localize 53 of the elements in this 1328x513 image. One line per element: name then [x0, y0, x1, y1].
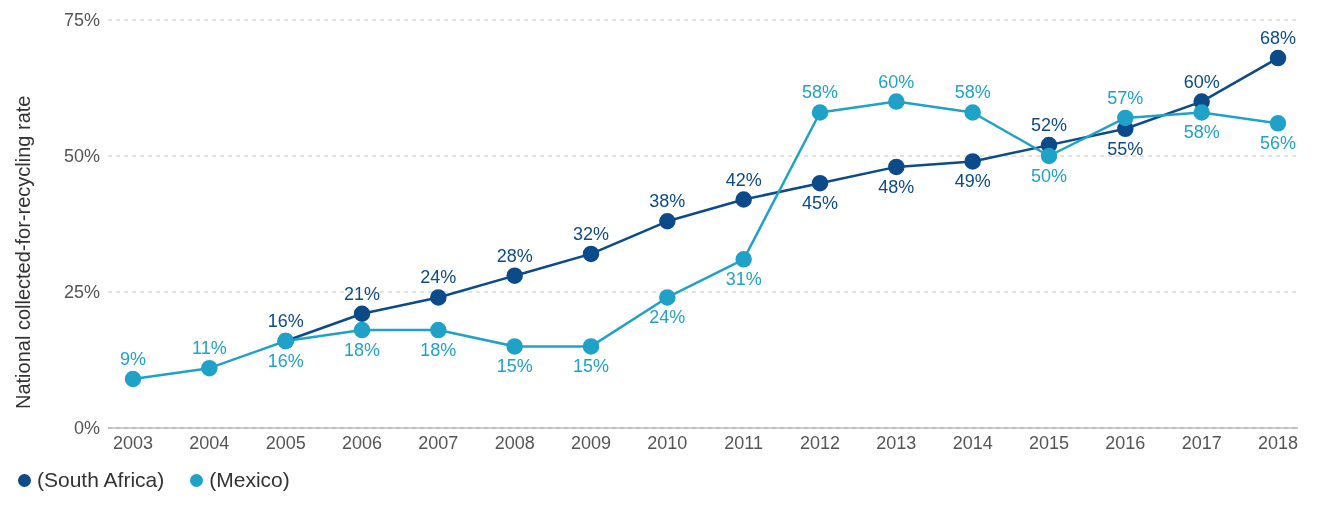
data-label: 56%: [1259, 133, 1297, 154]
x-tick-label: 2011: [724, 432, 764, 453]
data-label: 18%: [343, 340, 381, 361]
x-tick-label: 2009: [570, 432, 612, 453]
data-label: 15%: [572, 356, 610, 377]
x-tick-label: 2013: [876, 432, 917, 453]
data-label: 48%: [878, 176, 915, 197]
data-label: 21%: [343, 283, 381, 304]
data-label: 68%: [1259, 28, 1297, 49]
y-tick-label: 25%: [63, 282, 100, 303]
data-label: 58%: [1183, 122, 1220, 143]
x-tick-label: 2015: [1028, 432, 1070, 453]
y-tick-label: 0%: [73, 418, 100, 439]
x-tick-label: 2003: [112, 432, 154, 453]
x-tick-label: 2017: [1181, 432, 1222, 453]
data-label: 50%: [1030, 166, 1068, 186]
data-label: 9%: [119, 349, 147, 370]
data-label: 24%: [649, 307, 686, 328]
data-label: 16%: [267, 310, 304, 331]
x-tick-label: 2008: [494, 432, 535, 453]
data-label: 58%: [801, 82, 839, 103]
x-tick-label: 2014: [952, 432, 993, 453]
data-label: 55%: [1107, 138, 1144, 159]
data-label: 31%: [725, 269, 762, 290]
x-tick-label: 2005: [265, 432, 306, 453]
x-tick-label: 2012: [799, 432, 841, 453]
data-label: 60%: [1183, 71, 1220, 92]
y-axis-title: National collected-for-recycling rate: [12, 95, 35, 409]
data-label: 32%: [572, 223, 610, 244]
y-tick-label: 75%: [63, 10, 100, 31]
legend-label: (South Africa): [36, 468, 165, 492]
x-tick-label: 2016: [1105, 432, 1146, 453]
x-tick-label: 2004: [189, 432, 230, 453]
y-tick-label: 50%: [63, 146, 100, 167]
data-label: 16%: [267, 350, 304, 371]
data-label: 60%: [878, 71, 915, 92]
x-tick-label: 2006: [341, 432, 383, 453]
x-tick-label: 2018: [1257, 432, 1299, 453]
data-label: 28%: [496, 245, 533, 266]
data-label: 11%: [191, 338, 227, 359]
data-label: 52%: [1030, 115, 1068, 136]
data-label: 38%: [649, 191, 686, 212]
data-label: 45%: [801, 193, 839, 214]
x-tick-label: 2010: [647, 432, 688, 453]
x-tick-label: 2007: [418, 432, 459, 453]
data-label: 18%: [420, 340, 457, 361]
data-label: 24%: [420, 267, 457, 288]
data-label: 57%: [1107, 87, 1144, 108]
data-label: 58%: [954, 82, 991, 103]
data-label: 15%: [496, 356, 533, 377]
data-label: 42%: [725, 169, 762, 190]
data-label: 49%: [954, 171, 991, 192]
legend-label: (Mexico): [208, 468, 290, 492]
